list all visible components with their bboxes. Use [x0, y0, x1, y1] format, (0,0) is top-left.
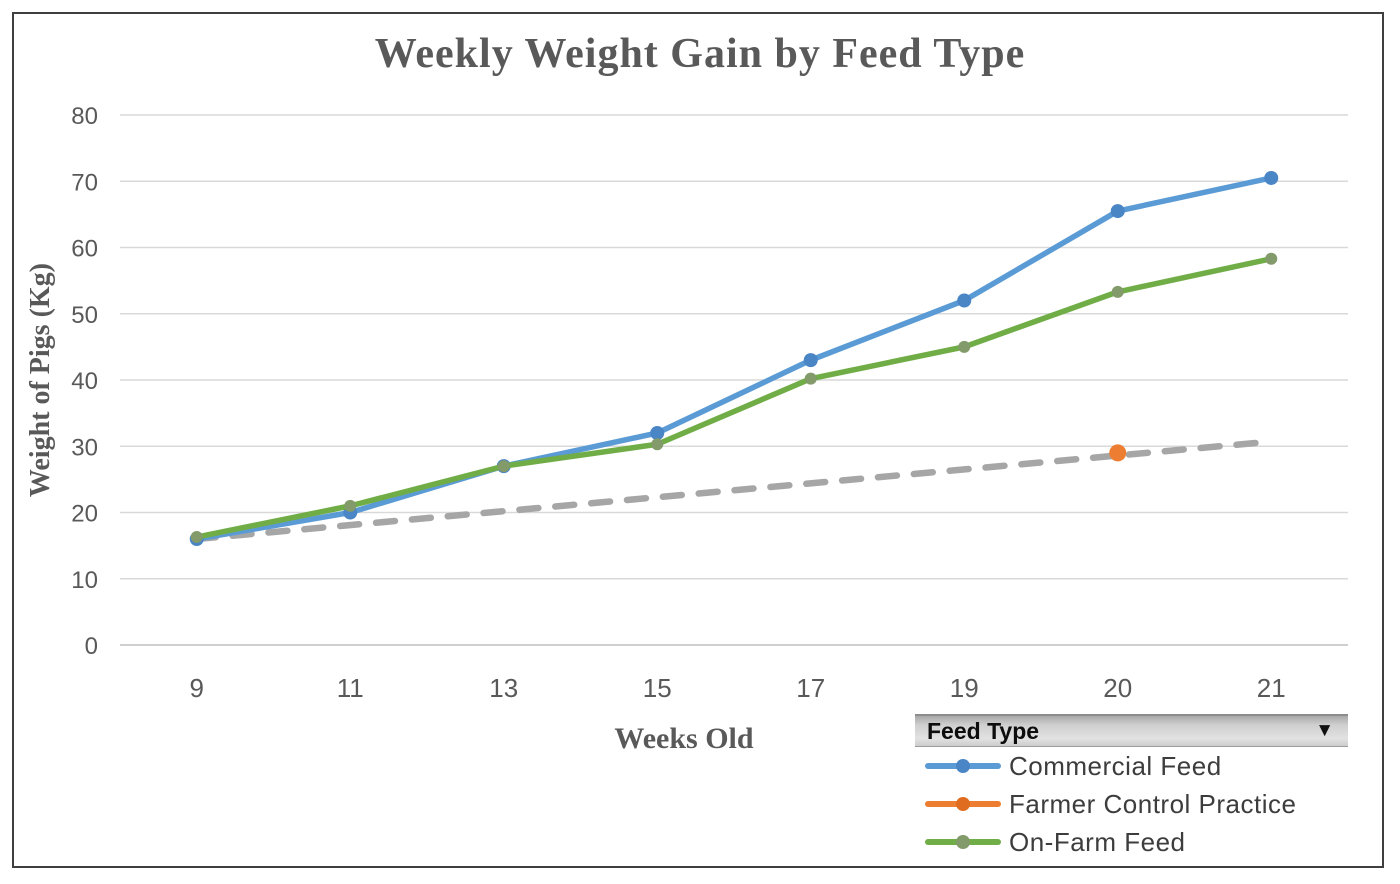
- x-tick-label: 11: [337, 673, 364, 703]
- series-line-on-farm-feed: [194, 256, 1274, 540]
- data-point-commercial-feed-week-17: [803, 353, 818, 368]
- dropdown-arrow-icon[interactable]: ▼: [1315, 720, 1334, 741]
- x-tick-label: 19: [950, 673, 979, 703]
- x-axis-title: Weeks Old: [614, 722, 754, 755]
- data-point-on-farm-feed-week-11: [344, 499, 357, 512]
- y-tick-label: 30: [71, 434, 98, 461]
- legend-label: Commercial Feed: [1009, 750, 1222, 781]
- y-tick-label: 70: [71, 169, 98, 196]
- y-axis-title: Weight of Pigs (Kg): [25, 262, 56, 498]
- legend-swatch-farmer-control-practice-icon: [923, 791, 1003, 817]
- x-tick-label: 17: [796, 673, 825, 703]
- data-point-on-farm-feed-week-19: [958, 340, 971, 353]
- y-tick-label: 80: [71, 103, 98, 130]
- data-point-on-farm-feed-week-13: [497, 460, 510, 473]
- data-point-commercial-feed-week-15: [650, 426, 665, 440]
- legend-item-on-farm-feed: On-Farm Feed: [915, 823, 1351, 861]
- feed-type-filter-button[interactable]: Feed Type ▼: [915, 714, 1348, 747]
- y-tick-label: 0: [85, 633, 98, 660]
- y-tick-label: 10: [71, 567, 98, 594]
- trendline-farmer-control-practice: [193, 438, 1275, 543]
- legend-swatch-on-farm-feed-icon: [923, 829, 1003, 855]
- x-tick-label: 9: [190, 673, 204, 703]
- data-point-commercial-feed-week-20: [1110, 204, 1125, 219]
- data-point-commercial-feed-week-21: [1264, 170, 1279, 185]
- y-tick-label: 60: [71, 236, 98, 263]
- legend-label: On-Farm Feed: [1009, 826, 1186, 857]
- legend-label: Farmer Control Practice: [1009, 788, 1297, 819]
- legend-swatch-commercial-feed-icon: [923, 753, 1003, 779]
- x-tick-label: 13: [489, 673, 518, 703]
- x-tick-label: 20: [1103, 673, 1132, 703]
- data-point-on-farm-feed-week-20: [1111, 285, 1124, 298]
- legend-item-commercial-feed: Commercial Feed: [915, 747, 1351, 785]
- x-tick-label: 21: [1257, 673, 1286, 703]
- feed-type-filter-label: Feed Type: [927, 717, 1040, 744]
- chart-title: Weekly Weight Gain by Feed Type: [374, 31, 1026, 77]
- legend-item-farmer-control-practice: Farmer Control Practice: [915, 785, 1351, 823]
- data-point-on-farm-feed-week-21: [1265, 252, 1278, 265]
- data-point-on-farm-feed-week-17: [804, 372, 817, 385]
- legend: Feed Type ▼ Commercial Feed Farmer Contr…: [915, 714, 1351, 861]
- y-tick-label: 50: [71, 302, 98, 329]
- data-point-on-farm-feed-week-9: [190, 531, 203, 544]
- data-point-commercial-feed-week-19: [957, 293, 972, 308]
- series-line-commercial-feed: [194, 175, 1274, 542]
- data-point-on-farm-feed-week-15: [651, 438, 664, 451]
- x-tick-label: 15: [643, 673, 672, 703]
- data-point-farmer-control-practice-week-20: [1109, 444, 1127, 462]
- y-tick-label: 40: [71, 368, 98, 395]
- y-tick-label: 20: [71, 501, 98, 528]
